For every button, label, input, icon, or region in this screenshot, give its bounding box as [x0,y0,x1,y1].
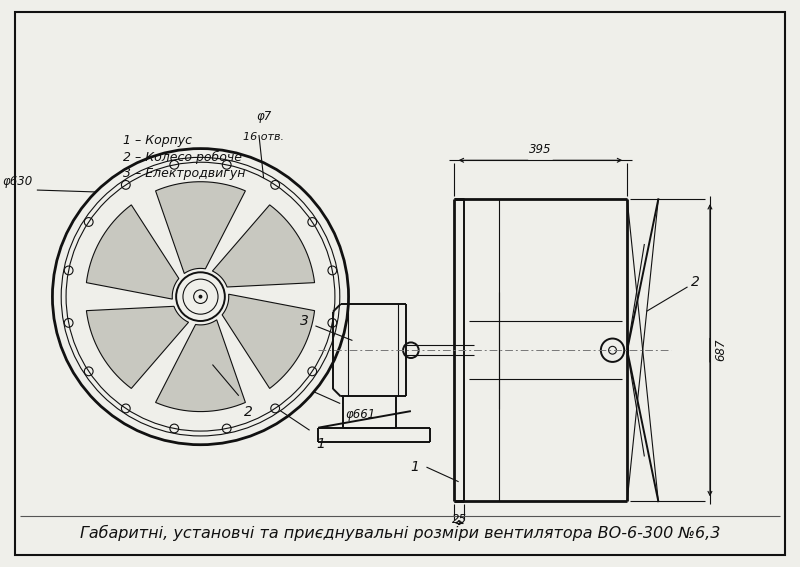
Text: 16 отв.: 16 отв. [243,132,284,142]
Text: 1: 1 [410,460,420,474]
Text: 3: 3 [300,314,309,328]
Text: 2 – Колесо робоче: 2 – Колесо робоче [122,151,242,164]
Polygon shape [86,205,179,299]
Text: 2: 2 [244,405,253,420]
Polygon shape [155,182,246,273]
Text: 1 – Корпус: 1 – Корпус [122,134,191,147]
Polygon shape [222,294,314,388]
Polygon shape [155,320,246,412]
Polygon shape [213,205,314,287]
Text: φ630: φ630 [2,175,33,188]
Text: 2: 2 [690,275,699,289]
Text: Габаритні, установчі та приєднувальні розміри вентилятора ВО-6-300 №6,3: Габаритні, установчі та приєднувальні ро… [80,525,720,541]
Polygon shape [86,306,189,388]
Text: 1: 1 [317,437,326,451]
Circle shape [198,295,202,299]
Circle shape [176,272,225,321]
Text: φ7: φ7 [256,110,271,123]
Text: 25: 25 [452,513,466,526]
Text: φ661: φ661 [345,408,375,421]
Circle shape [403,342,418,358]
Text: 687: 687 [714,339,727,362]
Text: 3 – Електродвигун: 3 – Електродвигун [122,167,245,180]
Circle shape [601,338,624,362]
Text: 395: 395 [529,143,552,156]
